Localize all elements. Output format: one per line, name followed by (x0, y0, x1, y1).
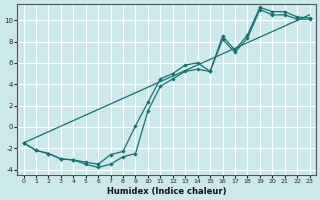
X-axis label: Humidex (Indice chaleur): Humidex (Indice chaleur) (107, 187, 226, 196)
